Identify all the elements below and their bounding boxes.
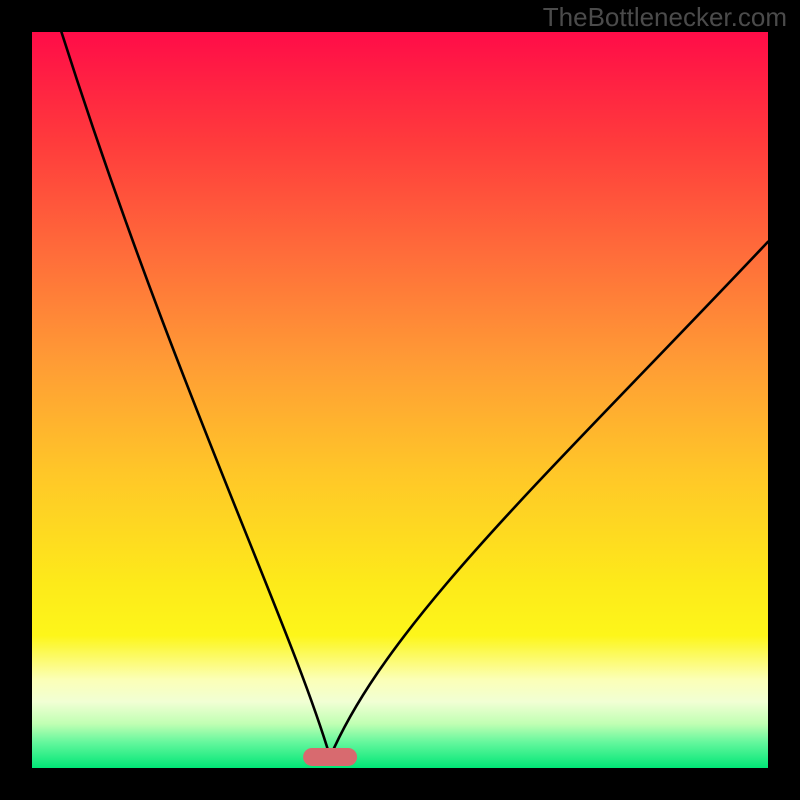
chart-svg: TheBottlenecker.com [0,0,800,800]
optimal-range-marker [303,748,357,766]
bottleneck-chart: TheBottlenecker.com [0,0,800,800]
watermark-text: TheBottlenecker.com [543,2,787,32]
